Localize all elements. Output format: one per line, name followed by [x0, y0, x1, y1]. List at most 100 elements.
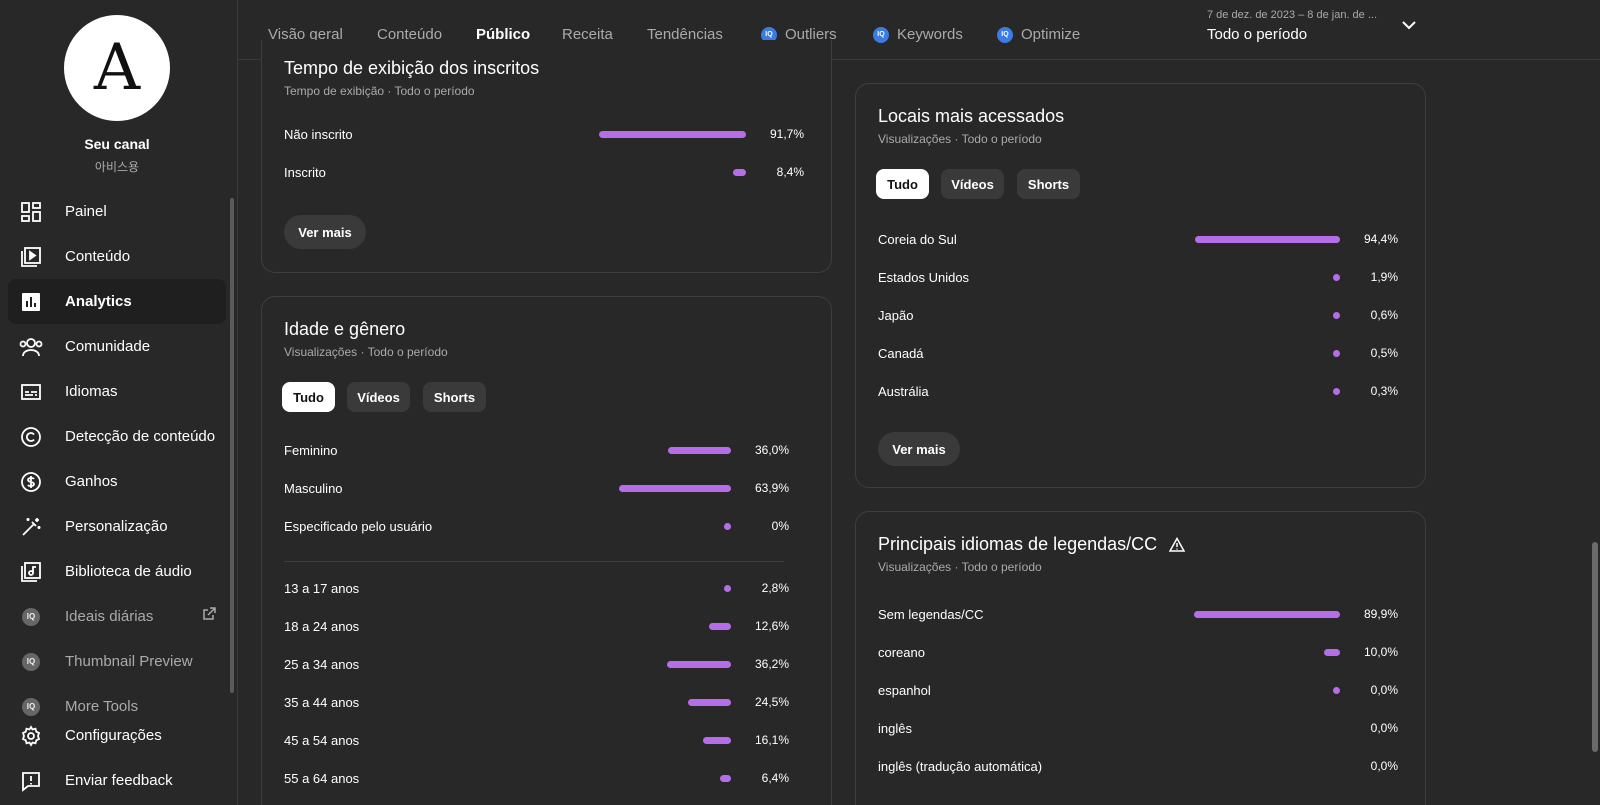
chip-videos[interactable]: Vídeos — [941, 169, 1004, 199]
tab-keywords[interactable]: IQ Keywords — [873, 26, 963, 43]
stat-label: coreano — [878, 645, 925, 660]
tab-receita[interactable]: Receita — [562, 26, 613, 43]
percent-bar — [667, 661, 731, 668]
button-label: Ver mais — [298, 224, 352, 240]
stat-row: espanhol 0,0% — [878, 680, 1398, 700]
stat-label: Japão — [878, 308, 914, 323]
gear-icon — [19, 724, 43, 748]
dashboard-icon — [19, 200, 43, 224]
card-subtitle: Visualizações · Todo o período — [878, 560, 1042, 574]
stat-label: 45 a 54 anos — [284, 733, 360, 748]
see-more-button[interactable]: Ver mais — [878, 432, 960, 466]
page-scrollbar[interactable] — [1592, 542, 1598, 752]
chip-label: Shorts — [433, 389, 476, 405]
stat-row: 45 a 54 anos 16,1% — [284, 730, 789, 750]
date-period-label[interactable]: Todo o período — [1207, 26, 1308, 43]
chevron-down-icon[interactable] — [1402, 18, 1416, 36]
divider — [284, 561, 784, 562]
stat-value: 0,6% — [1370, 308, 1398, 322]
stat-value: 24,5% — [754, 695, 789, 709]
sidebar-item-analytics[interactable]: Analytics — [8, 279, 226, 324]
sidebar-item-painel[interactable]: Painel — [8, 189, 226, 234]
tab-visao-geral[interactable]: Visão geral — [268, 26, 343, 43]
sidebar-scrollbar[interactable] — [230, 198, 234, 693]
card-title-text: Principais idiomas de legendas/CC — [878, 534, 1158, 554]
sidebar-item-more-tools[interactable]: IQ More Tools — [8, 684, 226, 729]
external-link-icon — [202, 607, 216, 626]
content-icon — [19, 245, 43, 269]
vidiq-badge: IQ — [22, 607, 40, 626]
card-title: Locais mais acessados — [878, 106, 1065, 126]
stat-label: Canadá — [878, 346, 924, 361]
channel-avatar[interactable]: A — [64, 15, 170, 121]
sidebar-item-deteccao[interactable]: Detecção de conteúdo — [8, 414, 226, 459]
stat-label: Especificado pelo usuário — [284, 519, 433, 534]
stat-row: Sem legendas/CC 89,9% — [878, 604, 1398, 624]
sidebar-item-label: Ideais diárias — [65, 608, 154, 625]
stat-value: 0,0% — [1370, 759, 1398, 773]
tab-conteudo[interactable]: Conteúdo — [377, 26, 442, 43]
chip-shorts[interactable]: Shorts — [1017, 169, 1080, 199]
sidebar-item-ganhos[interactable]: Ganhos — [8, 459, 226, 504]
stat-label: inglês (tradução automática) — [878, 759, 1043, 774]
stat-row: Japão 0,6% — [878, 305, 1398, 325]
sidebar-item-thumbnail-preview[interactable]: IQ Thumbnail Preview — [8, 639, 226, 684]
sidebar-item-label: Painel — [65, 203, 107, 220]
sidebar-item-label: Personalização — [65, 518, 168, 535]
vidiq-icon: IQ — [873, 26, 889, 43]
sidebar-item-label: Detecção de conteúdo — [65, 428, 216, 445]
percent-bar — [720, 775, 731, 782]
sidebar-item-label: Idiomas — [65, 383, 118, 400]
warning-icon[interactable] — [1169, 537, 1186, 552]
stat-label: inglês — [878, 721, 912, 736]
avatar-letter: A — [93, 31, 141, 105]
card-subtitle: Visualizações · Todo o período — [284, 345, 448, 359]
percent-bar — [1194, 611, 1340, 618]
chip-tudo[interactable]: Tudo — [282, 382, 335, 412]
sidebar-item-ideais-diarias[interactable]: IQ Ideais diárias — [8, 594, 226, 639]
stat-value: 8,4% — [776, 165, 804, 179]
vidiq-icon: IQ — [19, 695, 43, 719]
percent-bar — [724, 585, 731, 592]
stat-row: Austrália 0,3% — [878, 381, 1398, 401]
percent-bar — [733, 169, 746, 176]
stat-row: Coreia do Sul 94,4% — [878, 229, 1398, 249]
sidebar-item-comunidade[interactable]: Comunidade — [8, 324, 226, 369]
tab-outliers[interactable]: IQ Outliers — [761, 26, 837, 43]
sidebar-item-label: Analytics — [65, 293, 132, 310]
stat-label: Austrália — [878, 384, 929, 399]
chip-label: Vídeos — [357, 389, 400, 405]
chip-videos[interactable]: Vídeos — [347, 382, 410, 412]
chip-shorts[interactable]: Shorts — [423, 382, 486, 412]
see-more-button[interactable]: Ver mais — [284, 215, 366, 249]
chip-label: Tudo — [293, 389, 324, 405]
stat-row: inglês (tradução automática) 0,0% — [878, 756, 1398, 776]
chip-label: Tudo — [887, 176, 918, 192]
stat-row: 18 a 24 anos 12,6% — [284, 616, 789, 636]
tab-optimize[interactable]: IQ Optimize — [997, 26, 1080, 43]
tab-label: Visão geral — [268, 26, 343, 43]
sidebar-item-idiomas[interactable]: Idiomas — [8, 369, 226, 414]
stat-value: 12,6% — [754, 619, 789, 633]
chip-label: Shorts — [1027, 176, 1070, 192]
sidebar-item-label: Enviar feedback — [65, 772, 173, 789]
chip-tudo[interactable]: Tudo — [876, 169, 929, 199]
sidebar-item-biblioteca[interactable]: Biblioteca de áudio — [8, 549, 226, 594]
card-title: Tempo de exibição dos inscritos — [284, 58, 540, 78]
percent-bar — [688, 699, 731, 706]
sidebar-item-feedback[interactable]: Enviar feedback — [8, 758, 226, 803]
stat-label: 35 a 44 anos — [284, 695, 360, 710]
tab-label: Conteúdo — [377, 26, 443, 43]
stat-value: 94,4% — [1363, 232, 1398, 246]
stat-label: Não inscrito — [284, 127, 353, 142]
percent-bar — [599, 131, 746, 138]
sidebar-item-personalizacao[interactable]: Personalização — [8, 504, 226, 549]
sidebar-item-configuracoes[interactable]: Configurações — [8, 713, 226, 758]
vidiq-badge: IQ — [22, 652, 40, 671]
stat-row: Especificado pelo usuário 0% — [284, 516, 789, 536]
stat-value: 0% — [771, 519, 789, 533]
tab-tendencias[interactable]: Tendências — [647, 26, 723, 43]
stat-row: 55 a 64 anos 6,4% — [284, 768, 789, 788]
sidebar-item-conteudo[interactable]: Conteúdo — [8, 234, 226, 279]
stat-value: 0,0% — [1370, 683, 1398, 697]
